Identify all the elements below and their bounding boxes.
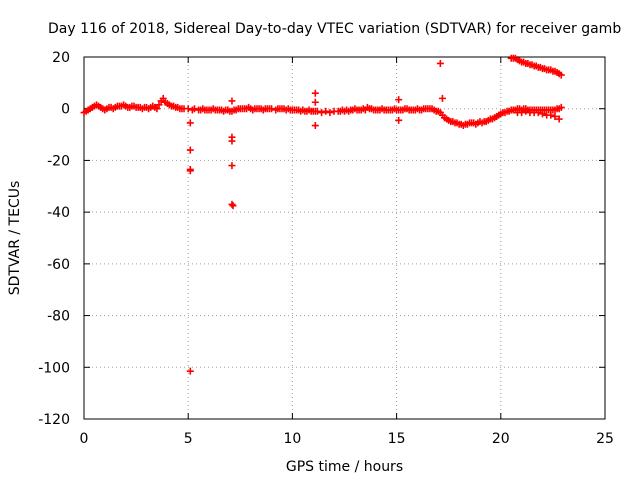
data-point <box>557 71 565 79</box>
data-point <box>228 200 236 208</box>
y-tick-label: 0 <box>61 102 70 118</box>
data-point <box>311 89 319 97</box>
x-tick-label: 0 <box>80 431 89 447</box>
data-point <box>395 116 403 124</box>
y-tick-label: -120 <box>38 412 70 428</box>
data-point <box>551 112 559 120</box>
data-point <box>184 105 192 113</box>
data-point <box>186 119 194 127</box>
data-point <box>186 146 194 154</box>
x-tick-label: 10 <box>283 431 301 447</box>
x-tick-label: 25 <box>596 431 614 447</box>
data-point <box>186 367 194 375</box>
series-main-band <box>80 94 565 130</box>
data-point <box>522 107 530 115</box>
y-tick-label: -80 <box>47 309 70 325</box>
data-point <box>436 59 444 67</box>
x-axis: 0 5 10 15 20 25 <box>80 57 614 447</box>
x-tick-label: 20 <box>492 431 510 447</box>
data-point <box>326 109 334 117</box>
data-points <box>80 54 565 375</box>
data-point <box>438 94 446 102</box>
y-tick-label: -40 <box>47 205 70 221</box>
chart-title: Day 116 of 2018, Sidereal Day-to-day VTE… <box>48 21 621 37</box>
data-point <box>228 97 236 105</box>
data-point <box>229 202 237 210</box>
series-upper-arc <box>507 54 565 79</box>
data-point <box>190 105 198 113</box>
y-tick-label: 20 <box>52 50 70 66</box>
plot-frame <box>83 56 606 420</box>
data-point <box>228 162 236 170</box>
data-point <box>228 137 236 145</box>
data-point <box>518 109 526 117</box>
data-point <box>395 96 403 104</box>
data-point <box>555 115 563 123</box>
data-point <box>159 94 167 102</box>
data-point <box>318 109 326 117</box>
data-point <box>534 109 542 117</box>
y-axis-title: SDTVAR / TECUs <box>7 181 23 296</box>
x-tick-label: 15 <box>388 431 406 447</box>
data-point <box>538 110 546 118</box>
data-point <box>268 105 276 113</box>
x-axis-title: GPS time / hours <box>286 459 403 475</box>
data-point <box>557 103 565 111</box>
data-point <box>155 101 163 109</box>
y-tick-label: -60 <box>47 257 70 273</box>
data-point <box>186 167 194 175</box>
data-point <box>311 122 319 130</box>
data-point <box>311 98 319 106</box>
data-point <box>313 107 321 115</box>
y-tick-label: -100 <box>38 360 70 376</box>
y-axis: 20 0 -20 -40 -60 -80 -100 -120 <box>38 50 605 428</box>
series-outliers <box>186 59 446 375</box>
y-tick-label: -20 <box>47 153 70 169</box>
data-point <box>322 107 330 115</box>
x-tick-label: 5 <box>184 431 193 447</box>
data-point <box>153 105 161 113</box>
data-point <box>547 111 555 119</box>
